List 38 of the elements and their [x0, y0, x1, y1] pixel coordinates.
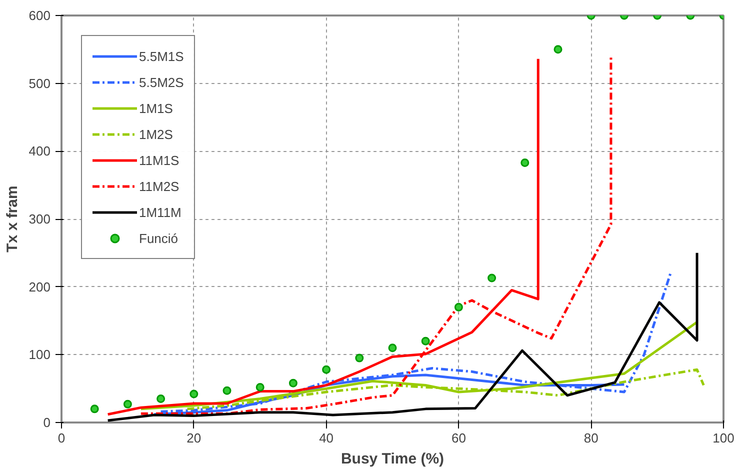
- point: [256, 382, 264, 392]
- x-tick-label: 40: [319, 430, 334, 446]
- legend-label: 11M2S: [139, 178, 180, 194]
- x-tick-label: 20: [186, 430, 202, 446]
- point: [322, 365, 331, 374]
- y-tick-label: 100: [28, 347, 51, 362]
- legend-label: 5.5M1S: [139, 48, 184, 64]
- y-axis-title: Tx x fram: [4, 186, 21, 252]
- x-tick-label: 100: [712, 430, 734, 446]
- legend-label: 1M11M: [139, 204, 182, 220]
- y-tick-label: 600: [28, 8, 51, 23]
- point: [190, 390, 198, 398]
- point: [388, 344, 397, 352]
- line-series: [106, 252, 698, 422]
- point: [156, 394, 166, 403]
- point: [421, 336, 430, 346]
- legend-label: 11M1S: [139, 152, 180, 168]
- y-tick-label: 0: [43, 415, 51, 430]
- x-tick-label: 60: [451, 430, 466, 446]
- legend-label: 1M1S: [139, 100, 173, 116]
- point: [288, 378, 298, 388]
- y-tick-label: 300: [28, 212, 51, 226]
- point: [488, 274, 496, 282]
- y-tick-label: 500: [28, 76, 51, 91]
- y-tick-label: 200: [28, 279, 51, 294]
- point: [90, 404, 99, 414]
- legend-label: 5.5M2S: [139, 74, 184, 90]
- point: [520, 158, 530, 167]
- point: [355, 354, 364, 362]
- x-axis-title: Busy Time (%): [340, 450, 444, 468]
- point: [123, 400, 132, 408]
- x-tick-label: 0: [58, 430, 66, 446]
- y-tick-label: 400: [28, 144, 51, 159]
- x-tick-label: 80: [584, 430, 598, 446]
- point: [222, 386, 232, 395]
- legend-label: Funció: [139, 230, 178, 246]
- legend-label: 1M2S: [139, 126, 173, 142]
- point: [454, 302, 463, 312]
